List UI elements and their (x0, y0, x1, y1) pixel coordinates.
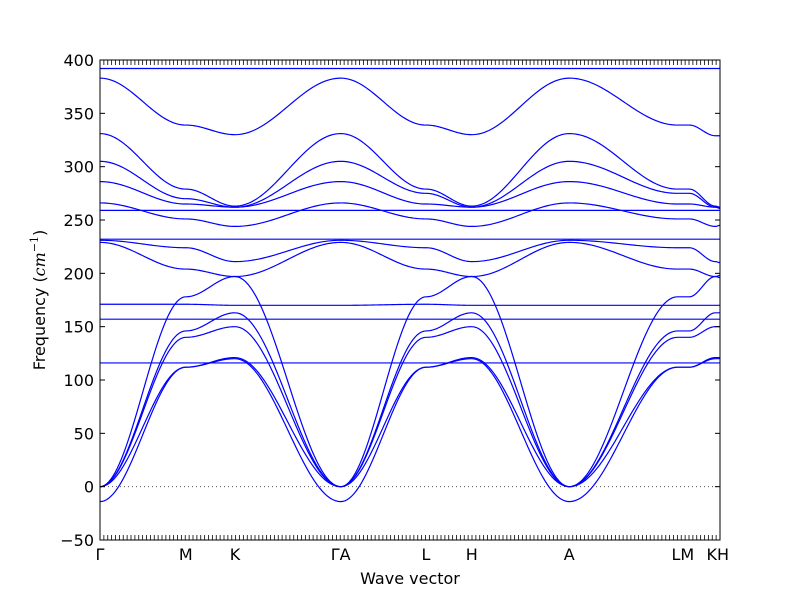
y-tick-label: 400 (63, 51, 94, 70)
phonon-branch-9 (99, 239, 720, 264)
phonon-branch-6 (99, 202, 720, 228)
y-tick-label: 350 (63, 104, 94, 123)
phonon-branch-12 (100, 303, 720, 306)
phonon-branch-18 (99, 358, 720, 503)
y-tick-labels: −50 0 50 100 150 200 250 300 350 400 (60, 51, 94, 550)
y-axis-title-close: ) (30, 230, 49, 236)
x-tick-label: KH (707, 545, 730, 564)
axis-ticks (99, 59, 721, 541)
y-tick-label: 300 (63, 158, 94, 177)
phonon-branch-14 (99, 312, 720, 488)
x-tick-label: L (421, 545, 430, 564)
y-axis-title-text: Frequency ( (30, 276, 49, 370)
x-tick-label: K (230, 545, 241, 564)
phonon-branch-15 (99, 326, 720, 488)
y-tick-label: 150 (63, 318, 94, 337)
y-tick-label: 250 (63, 211, 94, 230)
phonon-branch-17 (99, 356, 720, 488)
x-tick-label: ΓA (331, 545, 351, 564)
phonon-branch-5 (99, 180, 720, 209)
phonon-branch-3 (99, 132, 720, 208)
x-tick-labels: Γ M K ΓA L H A LM KH (96, 545, 729, 564)
x-tick-label: A (564, 545, 575, 564)
x-tick-label: H (466, 545, 478, 564)
y-tick-label: −50 (60, 531, 94, 550)
phonon-branch-11 (99, 275, 720, 488)
phonon-branches (99, 67, 720, 503)
x-tick-label: Γ (96, 545, 105, 564)
y-axis-title-exponent: −1 (28, 236, 41, 252)
y-axis-title-unit: cm (30, 252, 49, 276)
x-axis-title: Wave vector (360, 569, 460, 588)
y-tick-label: 100 (63, 371, 94, 390)
plot-frame (99, 59, 721, 541)
y-axis-title: Frequency (cm−1) (28, 230, 49, 371)
x-tick-label: M (179, 545, 193, 564)
y-tick-label: 200 (63, 264, 94, 283)
y-tick-label: 0 (84, 478, 94, 497)
x-tick-label: LM (672, 545, 695, 564)
phonon-branch-2 (99, 77, 720, 137)
y-tick-label: 50 (74, 424, 94, 443)
